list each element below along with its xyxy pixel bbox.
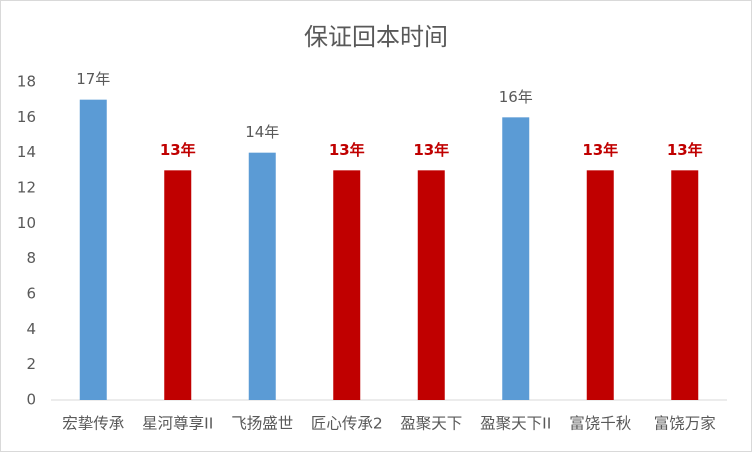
value-label: 13年 — [160, 141, 196, 159]
bar — [586, 170, 614, 400]
y-tick-label: 10 — [17, 214, 36, 232]
y-tick-label: 4 — [26, 320, 36, 338]
y-tick-label: 6 — [26, 285, 36, 303]
x-tick-label: 富饶千秋 — [569, 415, 632, 433]
x-tick-label: 盈聚天下 — [400, 415, 462, 433]
x-tick-label: 盈聚天下II — [480, 415, 551, 433]
y-tick-label: 16 — [17, 108, 36, 126]
value-label: 16年 — [499, 88, 533, 106]
value-label: 13年 — [667, 141, 703, 159]
x-tick-label: 匠心传承2 — [311, 415, 383, 433]
value-label: 13年 — [582, 141, 618, 159]
bar — [79, 99, 107, 401]
bar — [164, 170, 192, 400]
value-label: 14年 — [245, 123, 279, 141]
y-tick-label: 0 — [26, 391, 36, 409]
bar — [333, 170, 361, 400]
y-tick-label: 12 — [17, 179, 36, 197]
chart-title: 保证回本时间 — [304, 23, 448, 51]
x-tick-label: 宏挚传承 — [62, 415, 124, 433]
x-tick-label: 星河尊享II — [142, 415, 213, 433]
x-tick-label: 飞扬盛世 — [231, 415, 293, 433]
y-tick-label: 18 — [17, 73, 36, 91]
value-label: 17年 — [76, 70, 110, 88]
x-tick-label: 富饶万家 — [654, 415, 716, 433]
y-tick-label: 14 — [17, 143, 36, 161]
value-label: 13年 — [413, 141, 449, 159]
bar — [248, 152, 276, 400]
bar — [502, 117, 530, 400]
bar — [671, 170, 699, 400]
value-label: 13年 — [329, 141, 365, 159]
y-tick-label: 8 — [26, 249, 36, 267]
bar — [417, 170, 445, 400]
y-tick-label: 2 — [26, 355, 36, 373]
